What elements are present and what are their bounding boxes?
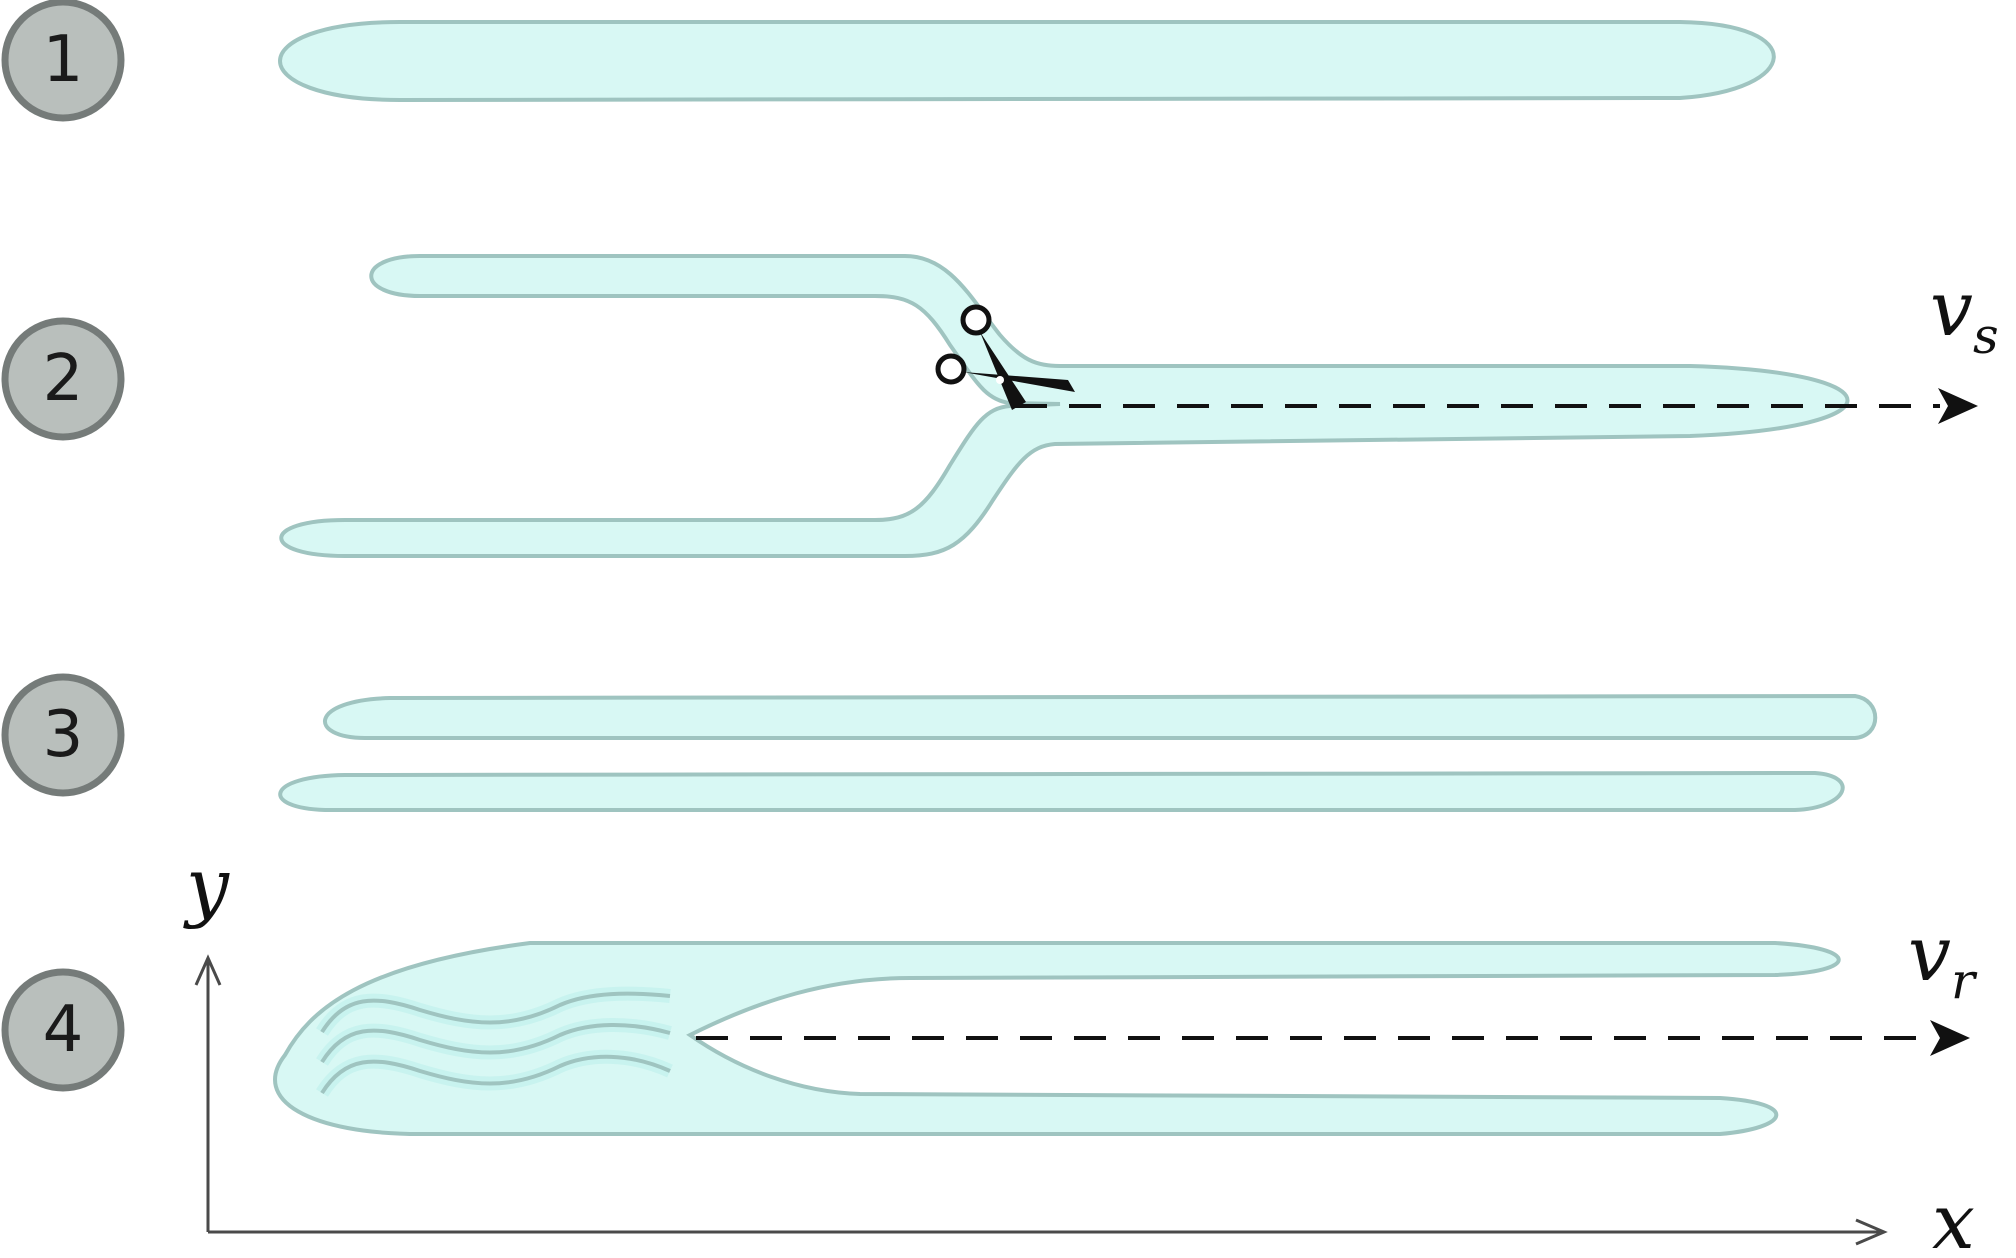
split-velocity-label: vs (1930, 264, 1999, 365)
y-axis-arrowhead (194, 954, 222, 986)
stage-badge-2: 2 (1, 317, 125, 441)
split-velocity-subscript: s (1973, 307, 1999, 365)
stage-badge-label: 1 (43, 23, 84, 97)
split-velocity-arrowhead (1938, 388, 1978, 424)
axes: y x (183, 841, 1975, 1258)
strip-upper-separated (323, 693, 1878, 740)
relaxation-velocity-arrowhead (1930, 1020, 1970, 1056)
strip-intact (278, 20, 1776, 103)
relaxation-velocity-symbol: v (1908, 909, 1951, 998)
relaxation-velocity-subscript: r (1951, 952, 1978, 1010)
x-axis-label: x (1932, 1177, 1975, 1258)
relaxation-velocity-label: vr (1908, 909, 1978, 1010)
strip-relaxing (273, 941, 1841, 1136)
y-axis-label: y (183, 841, 230, 930)
x-axis-arrowhead (1855, 1218, 1888, 1246)
stage-badge-label: 4 (43, 993, 84, 1067)
scissors-icon (935, 304, 1075, 410)
stage-badge-4: 4 (1, 968, 125, 1092)
stage-badge-label: 2 (43, 342, 84, 416)
strip-splitting (279, 254, 1850, 558)
thermal-waves (316, 986, 673, 1097)
stage-badge-1: 1 (1, 0, 125, 122)
split-velocity-symbol: v (1930, 264, 1973, 353)
stage-badge-label: 3 (43, 698, 84, 772)
strip-lower-separated (278, 770, 1845, 812)
stage-badge-3: 3 (1, 673, 125, 797)
